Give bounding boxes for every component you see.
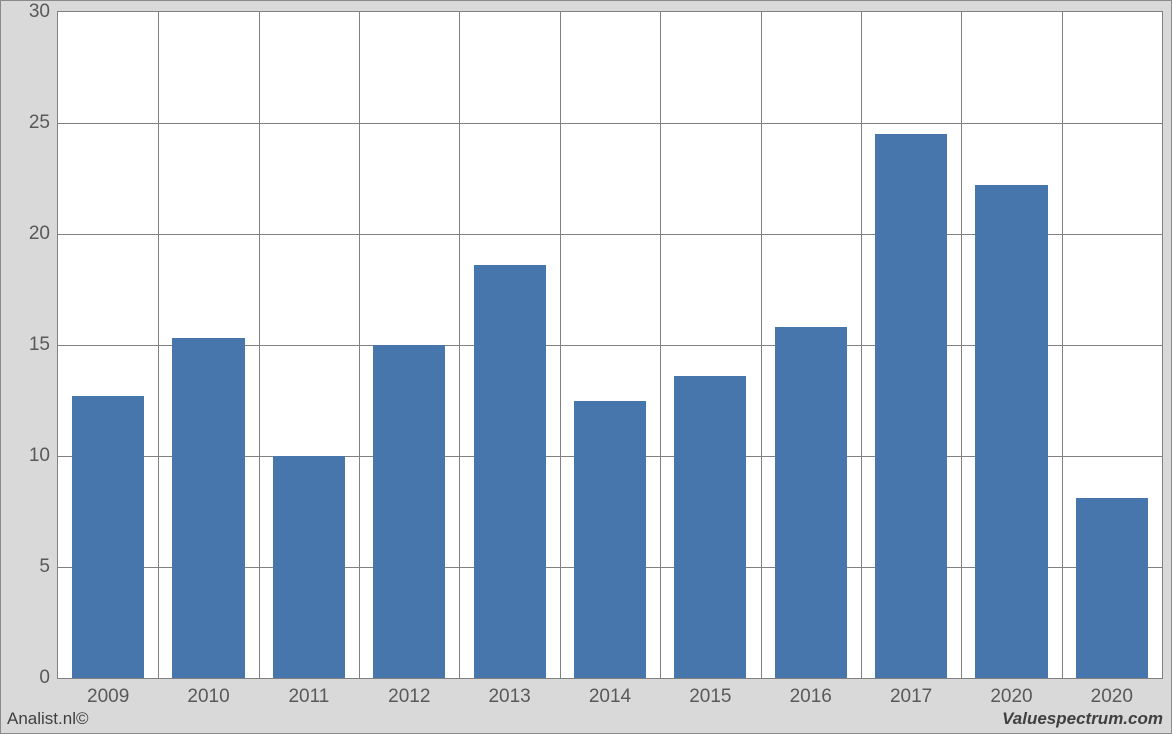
x-tick-label: 2020 [990, 678, 1032, 708]
bar [172, 338, 244, 678]
gridline-v [259, 12, 260, 678]
x-tick-label: 2013 [488, 678, 530, 708]
y-tick-label: 0 [39, 667, 58, 689]
gridline-v [761, 12, 762, 678]
bar [373, 345, 445, 678]
x-tick-label: 2014 [589, 678, 631, 708]
y-tick-label: 5 [39, 556, 58, 578]
y-tick-label: 30 [29, 1, 58, 23]
bar [1076, 498, 1148, 678]
x-tick-label: 2009 [87, 678, 129, 708]
gridline-h [58, 123, 1162, 124]
chart-container: 0 5 10 15 20 25 30 2009 2010 2011 2012 2013 2014 2015… [0, 0, 1172, 734]
y-tick-label: 15 [29, 334, 58, 356]
bar [273, 456, 345, 678]
x-tick-label: 2015 [689, 678, 731, 708]
gridline-v [961, 12, 962, 678]
gridline-v [1062, 12, 1063, 678]
x-tick-label: 2016 [790, 678, 832, 708]
x-tick-label: 2010 [187, 678, 229, 708]
gridline-v [158, 12, 159, 678]
y-tick-label: 25 [29, 112, 58, 134]
x-tick-label: 2020 [1091, 678, 1133, 708]
y-tick-label: 20 [29, 223, 58, 245]
y-tick-label: 10 [29, 445, 58, 467]
bar [474, 265, 546, 678]
gridline-v [560, 12, 561, 678]
bar [875, 134, 947, 678]
footer-right-credit: Valuespectrum.com [1002, 709, 1163, 729]
bar [674, 376, 746, 678]
plot-area: 0510152025302009201020112012201320142015… [57, 11, 1163, 679]
bar [72, 396, 144, 678]
gridline-v [660, 12, 661, 678]
bar [574, 401, 646, 679]
bar [975, 185, 1047, 678]
footer-left-credit: Analist.nl© [7, 709, 89, 729]
bar [775, 327, 847, 678]
gridline-v [459, 12, 460, 678]
gridline-v [861, 12, 862, 678]
x-tick-label: 2012 [388, 678, 430, 708]
x-tick-label: 2017 [890, 678, 932, 708]
x-tick-label: 2011 [288, 678, 329, 708]
gridline-v [359, 12, 360, 678]
